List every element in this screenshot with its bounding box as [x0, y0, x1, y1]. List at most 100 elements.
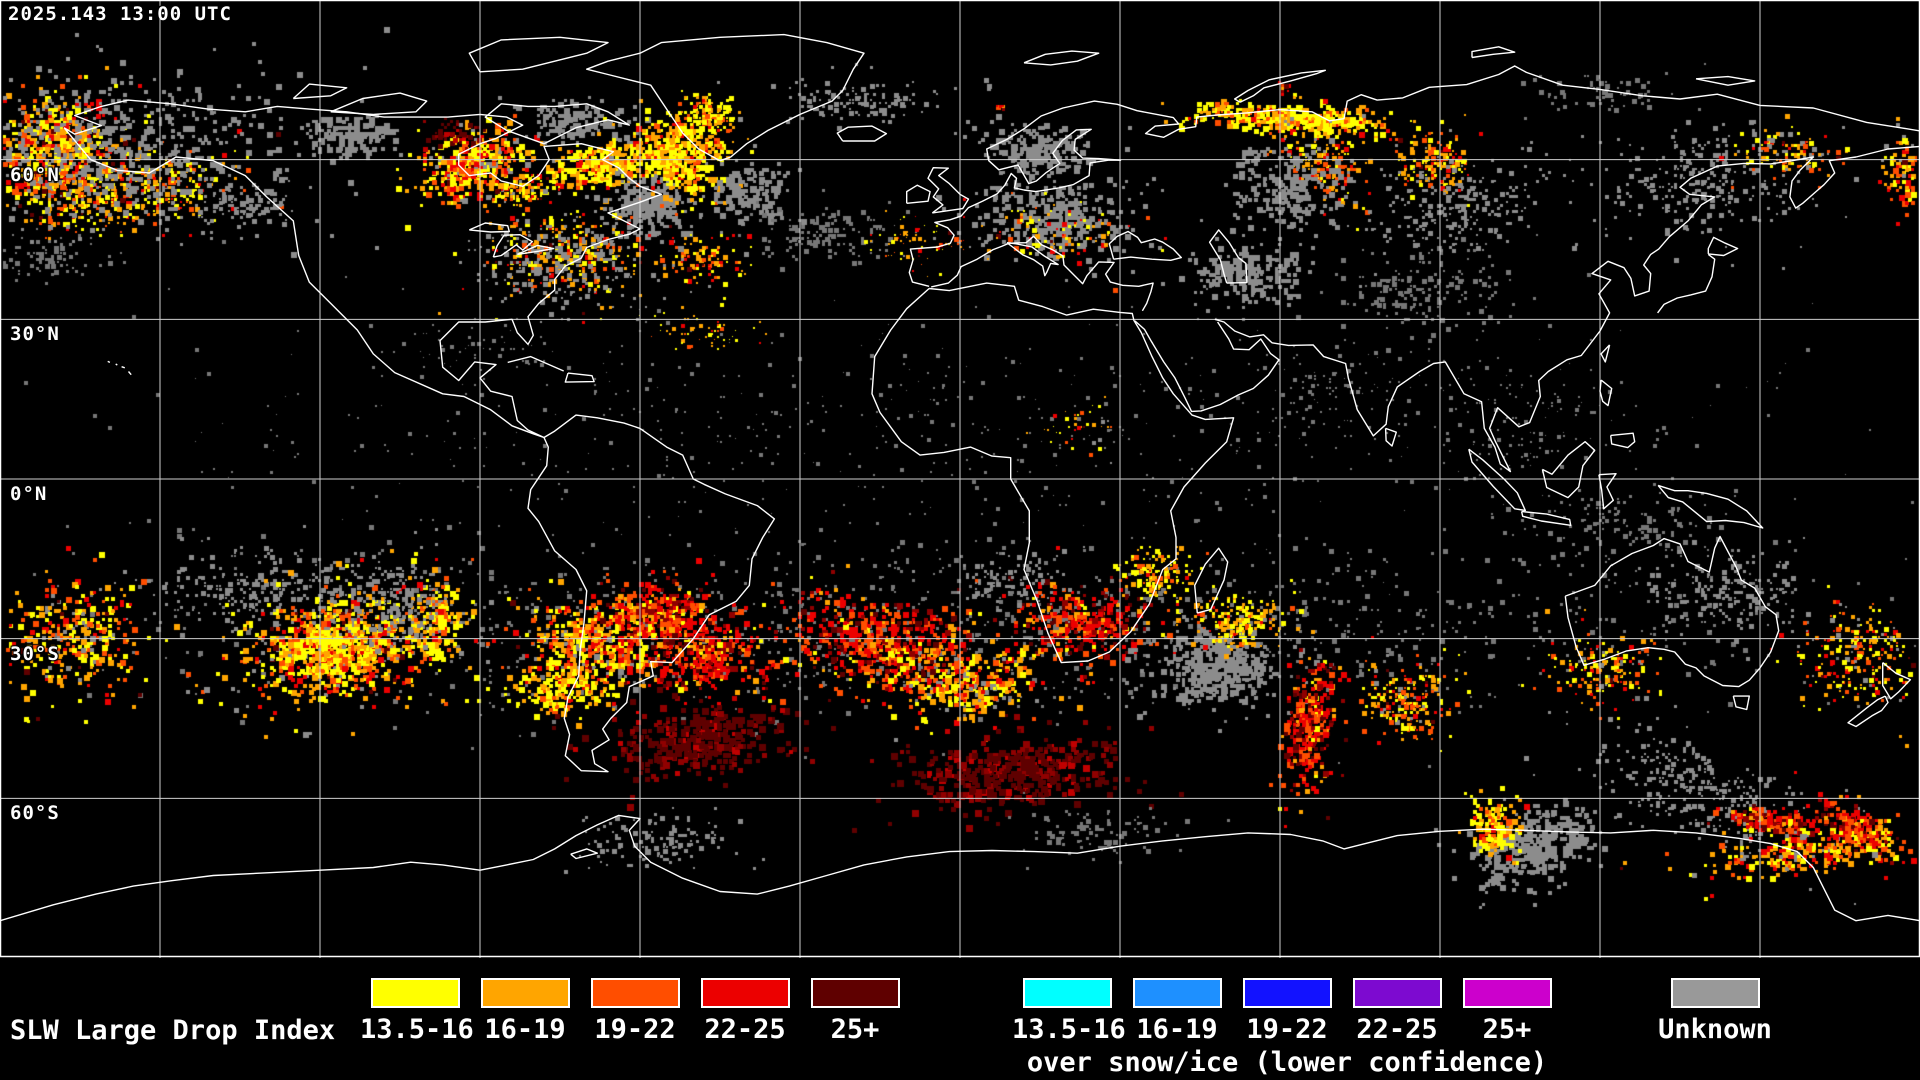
- coastline: [1023, 50, 1100, 66]
- coastline: [1208, 229, 1248, 284]
- coastline: [836, 125, 888, 142]
- coastline: [1471, 46, 1516, 59]
- coastline: [63, 99, 662, 439]
- legend-class-label-standard-4: 25+: [830, 1014, 880, 1045]
- legend-class-label-standard-0: 13.5-16: [360, 1014, 474, 1045]
- coastline: [0, 814, 1920, 922]
- coastline: [570, 848, 598, 860]
- coastline: [1598, 473, 1617, 510]
- coastline: [507, 355, 564, 372]
- coastline: [127, 371, 132, 376]
- legend-cell-standard-2: [580, 978, 690, 1008]
- legend-swatch-snowice-3: [1352, 978, 1442, 1008]
- coastline: [927, 166, 970, 214]
- legend-cell-standard-0: [360, 978, 470, 1008]
- coastline: [107, 360, 111, 364]
- legend-label-unknown: Unknown: [1658, 1014, 1772, 1045]
- coastline: [908, 159, 1122, 287]
- coastline: [1006, 242, 1059, 277]
- legend-class-label-snowice-4: 25+: [1482, 1014, 1532, 1045]
- coastline: [1564, 535, 1780, 688]
- lat-label-0n: 0°N: [10, 483, 48, 505]
- legend-swatch-row-snowice: [1012, 978, 1562, 1008]
- coastline: [1134, 320, 1280, 413]
- legend-group-standard: 13.5-16 16-19 19-22 22-25 25+: [360, 978, 910, 1045]
- coastline: [1233, 69, 1327, 103]
- legend-swatch-standard-3: [700, 978, 790, 1008]
- coastline: [1384, 427, 1398, 447]
- coastline: [564, 372, 595, 383]
- legend: SLW Large Drop Index 13.5-16 16-19 19-22 22…: [0, 958, 1920, 1080]
- lat-label-60s: 60°S: [10, 802, 60, 825]
- legend-class-label-snowice-0: 13.5-16: [1012, 1014, 1126, 1045]
- legend-swatch-standard-0: [370, 978, 460, 1008]
- legend-group-snow-ice: 13.5-16 16-19 19-22 22-25 25+: [1012, 978, 1562, 1045]
- latlon-gridlines: [0, 0, 1920, 958]
- timestamp-label: 2025.143 13:00 UTC: [8, 3, 232, 25]
- coastline: [1847, 695, 1889, 728]
- legend-swatch-snowice-2: [1242, 978, 1332, 1008]
- legend-swatch-row-standard: [360, 978, 910, 1008]
- legend-swatch-standard-4: [810, 978, 900, 1008]
- legend-cell-snowice-3: [1342, 978, 1452, 1008]
- lat-label-30s: 30°S: [10, 642, 60, 665]
- coastline: [1468, 448, 1527, 512]
- coastlines: [0, 33, 1920, 922]
- coastline: [986, 65, 1920, 185]
- legend-snow-ice-note: over snow/ice (lower confidence): [1026, 1047, 1548, 1078]
- coastline: [121, 366, 126, 369]
- coastline: [527, 414, 776, 773]
- legend-class-label-snowice-3: 22-25: [1356, 1014, 1438, 1045]
- coastline: [1214, 145, 1920, 473]
- coastline: [1707, 236, 1739, 257]
- coastline: [1657, 253, 1716, 314]
- legend-label-row-standard: 13.5-16 16-19 19-22 22-25 25+: [360, 1015, 910, 1045]
- coastline: [1193, 547, 1229, 614]
- coastline: [1541, 441, 1596, 499]
- legend-swatch-standard-1: [480, 978, 570, 1008]
- coastline: [1657, 484, 1764, 529]
- legend-swatch-standard-2: [590, 978, 680, 1008]
- coastline: [492, 233, 533, 258]
- coastline: [292, 83, 348, 100]
- legend-group-unknown: Unknown: [1655, 978, 1775, 1045]
- legend-swatch-snowice-0: [1022, 978, 1112, 1008]
- lat-label-30n: 30°N: [10, 323, 60, 346]
- legend-label-row-snowice: 13.5-16 16-19 19-22 22-25 25+: [1012, 1015, 1562, 1045]
- legend-swatch-unknown: [1670, 978, 1760, 1008]
- coastline: [906, 184, 931, 204]
- coastline: [330, 92, 428, 116]
- legend-class-label-snowice-1: 16-19: [1136, 1014, 1218, 1045]
- coastline: [517, 244, 555, 256]
- coastline: [115, 363, 118, 366]
- legend-title: SLW Large Drop Index: [10, 1015, 336, 1046]
- coastline: [484, 103, 630, 145]
- legend-class-label-standard-2: 19-22: [594, 1014, 676, 1045]
- legend-cell-standard-3: [690, 978, 800, 1008]
- coastline: [1881, 662, 1912, 700]
- legend-class-label-standard-3: 22-25: [704, 1014, 786, 1045]
- coastline: [469, 222, 510, 233]
- legend-cell-standard-4: [800, 978, 910, 1008]
- legend-swatch-snowice-1: [1132, 978, 1222, 1008]
- coastline: [871, 282, 1235, 664]
- coastline: [1732, 695, 1751, 711]
- legend-swatch-snowice-4: [1462, 978, 1552, 1008]
- coastline: [1599, 379, 1613, 407]
- world-map: 2025.143 13:00 UTC 60°N 30°N 0°N 30°S 60°S: [0, 0, 1920, 958]
- coastline: [586, 33, 865, 162]
- coastline: [468, 36, 609, 73]
- coastline: [1108, 230, 1183, 261]
- coastline: [1600, 344, 1611, 363]
- coastline: [1520, 510, 1572, 526]
- coastline: [931, 235, 1154, 312]
- coastline: [1610, 432, 1636, 449]
- coastline: [1695, 75, 1756, 86]
- map-overlay: [0, 0, 1920, 958]
- lat-label-60n: 60°N: [10, 163, 60, 186]
- legend-cell-snowice-0: [1012, 978, 1122, 1008]
- legend-cell-snowice-2: [1232, 978, 1342, 1008]
- legend-cell-standard-1: [470, 978, 580, 1008]
- legend-class-label-snowice-2: 19-22: [1246, 1014, 1328, 1045]
